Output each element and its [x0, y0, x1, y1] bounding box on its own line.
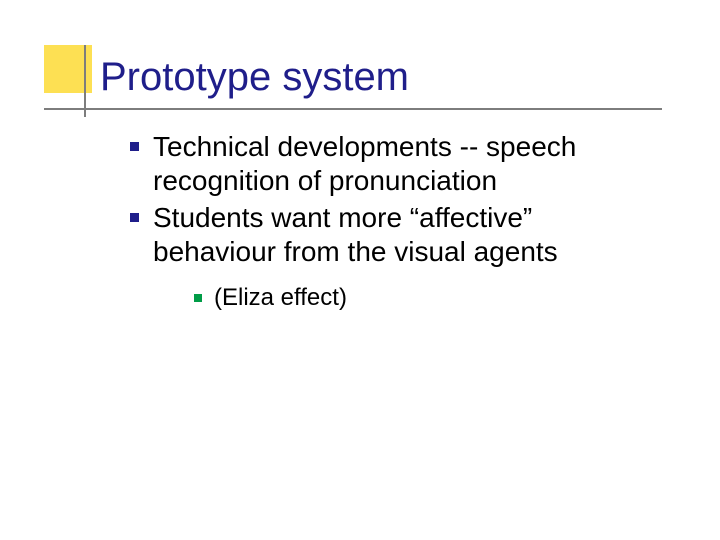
bullet-text: (Eliza effect) — [214, 284, 347, 313]
square-bullet-icon — [130, 142, 139, 151]
bullet-list-level2: (Eliza effect) — [194, 284, 614, 315]
title-horizontal-rule — [44, 108, 662, 110]
bullet-list-level1: Technical developments -- speech recogni… — [130, 130, 630, 272]
square-bullet-icon — [194, 294, 202, 302]
slide-title: Prototype system — [100, 55, 409, 100]
title-vertical-rule — [84, 45, 86, 117]
list-item: Students want more “affective” behaviour… — [130, 201, 630, 268]
slide: Prototype system Technical developments … — [0, 0, 720, 540]
bullet-text: Students want more “affective” behaviour… — [153, 201, 630, 268]
square-bullet-icon — [130, 213, 139, 222]
list-item: Technical developments -- speech recogni… — [130, 130, 630, 197]
list-item: (Eliza effect) — [194, 284, 614, 313]
bullet-text: Technical developments -- speech recogni… — [153, 130, 630, 197]
